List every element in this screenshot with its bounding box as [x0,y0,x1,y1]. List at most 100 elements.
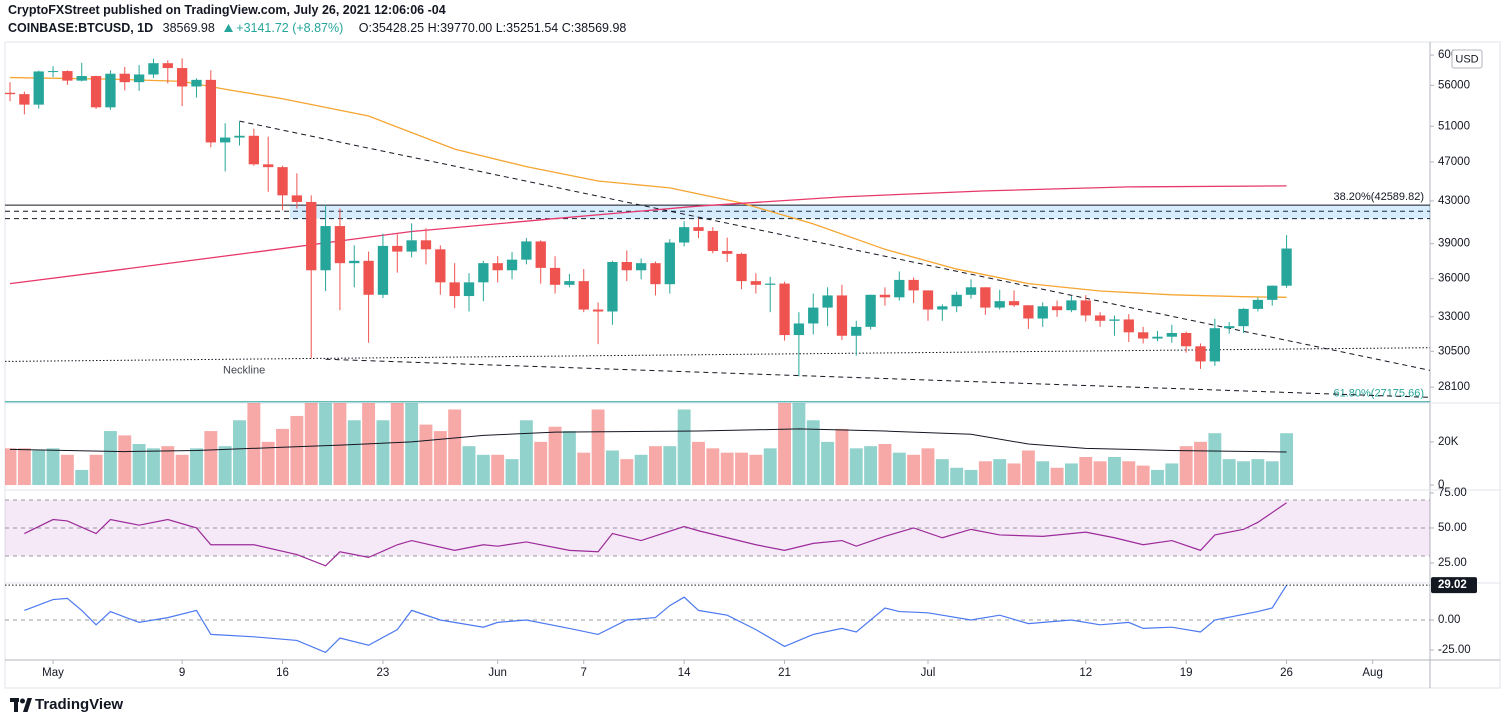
publisher: CryptoFXStreet published on TradingView.… [8,3,446,17]
candle-body [865,294,876,327]
candle-body [363,260,374,295]
candle-body [664,242,675,285]
volume-bar [692,441,705,486]
y-tick-label: 51000 [1438,120,1470,132]
candle-body [1267,285,1278,300]
candle-body [463,282,475,297]
x-tick-label: 12 [1079,667,1092,679]
volume-bar [935,459,949,486]
candle-body [1181,332,1192,347]
candle-body [879,294,891,298]
candle-body [1008,301,1020,306]
volume-bar [1280,433,1294,486]
x-tick-label: 14 [678,667,691,679]
volume-bar [1093,461,1107,486]
candle-body [793,323,805,336]
candle-body [822,295,833,308]
candle-body [549,267,561,285]
y-tick-label: 0.00 [1438,614,1460,626]
candle-body [176,68,188,87]
x-tick-label: 19 [1180,667,1193,679]
candle-body [320,226,331,271]
candle-body [19,94,30,105]
candle-body [1137,332,1149,339]
moving-average [9,185,1287,285]
candle-body [1238,308,1249,327]
volume-bar [132,444,146,486]
candle-body [592,309,604,312]
candle-body [922,290,934,310]
volume-bar [60,454,74,486]
candle-body [1037,306,1048,319]
candle-body [994,301,1005,308]
fib-label: 38.20%(42589.82) [1333,191,1424,203]
volume-bar [577,452,591,486]
volume-bar [892,452,906,486]
volume-bar [390,403,404,486]
volume-bar [433,431,447,486]
candle-body [635,263,647,271]
x-tick-label: Jul [921,667,936,679]
candle-body [1051,306,1063,311]
volume-bar [333,403,347,486]
candle-body [478,263,489,283]
fib-label: 61.80%(27175.66) [1333,388,1424,400]
volume-bar [89,454,103,486]
candle-body [808,307,819,324]
change-text: +3141.72 (+8.87%) [236,21,344,35]
candle-body [248,135,260,165]
volume-bar [347,420,361,486]
candle-body [1195,346,1206,362]
candle-body [1209,328,1221,362]
x-tick-label: 16 [276,667,289,679]
candle-body [937,306,948,310]
candle-body [47,71,59,73]
candle-body [277,167,288,196]
y-tick-label: 43000 [1438,195,1470,207]
last-value-label: 29.02 [1438,579,1467,591]
volume-bar [476,454,490,486]
volume-bar [677,409,691,486]
volume-bar [735,452,748,486]
candle-body [90,76,102,108]
candle-body [1252,299,1264,309]
y-tick-label: 56000 [1438,79,1470,91]
candle-body [1109,319,1120,321]
volume-bar [118,435,132,486]
candle-body [578,281,589,310]
volume-bar [548,426,562,486]
volume-bar [505,459,519,486]
x-tick-label: Jun [488,667,507,679]
candle-body [1224,326,1235,329]
candle-body [291,195,303,202]
volume-bar [5,448,17,486]
y-tick-label: 50.00 [1438,522,1467,534]
candle-body [1066,300,1077,311]
volume-bar [534,441,548,486]
volume-bar [620,459,634,486]
volume-average [10,428,1287,453]
candle-body [779,283,790,336]
brand: TradingView [10,696,123,713]
x-tick-label: May [42,667,64,679]
candle-body [5,92,16,95]
header-line: CryptoFXStreet published on TradingView.… [8,3,452,17]
x-tick-label: 23 [377,667,390,679]
candle-body [506,259,518,271]
candle-body [349,260,360,264]
y-tick-label: 75.00 [1438,487,1467,499]
volume-bar [1122,461,1136,486]
frame [4,41,1501,689]
candle-body [693,227,704,231]
volume-bar [405,403,419,486]
candle-body [449,282,460,297]
volume-bar [175,454,189,486]
symbol: COINBASE:BTCUSD, 1D [8,21,154,35]
candle-body [908,279,919,291]
candle-body [965,287,977,295]
volume-bar [663,446,677,486]
volume-bar [247,403,261,486]
volume-bar [419,424,433,486]
candle-body [736,253,747,282]
candle-body [980,287,991,308]
